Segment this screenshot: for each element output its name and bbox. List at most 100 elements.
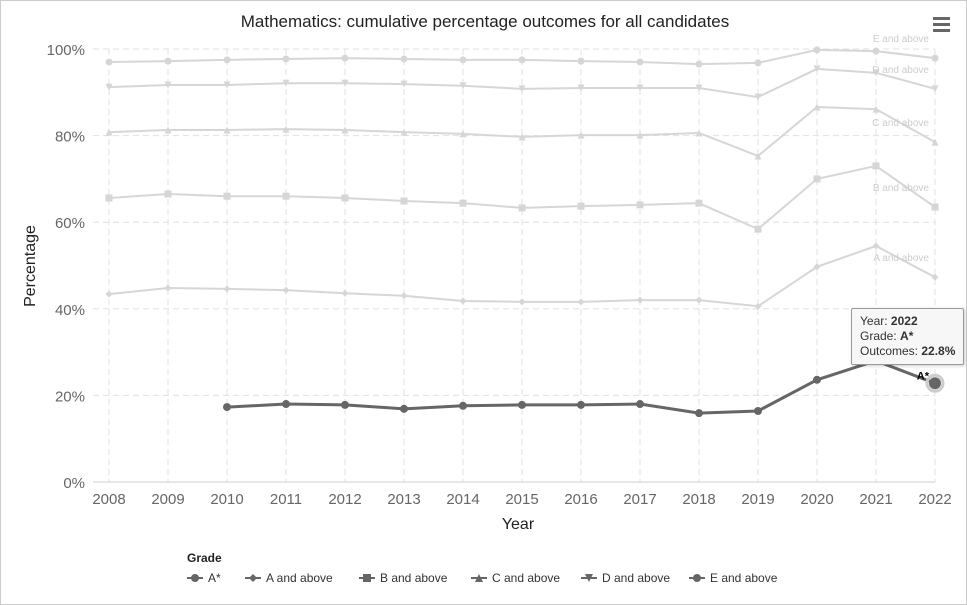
data-point <box>872 242 880 250</box>
legend-symbol-icon <box>693 574 701 582</box>
x-tick-label: 2011 <box>270 491 302 508</box>
data-point <box>695 60 703 68</box>
data-point <box>636 296 644 304</box>
data-point <box>400 197 408 205</box>
y-tick-label: 0% <box>63 475 85 492</box>
data-point <box>577 131 585 139</box>
data-point <box>341 194 349 202</box>
x-tick-label: 2017 <box>623 491 656 508</box>
tooltip: Year: 2022 Grade: A* Outcomes: 22.8% <box>851 308 965 365</box>
data-point <box>341 79 349 87</box>
y-axis-title: Percentage <box>22 225 39 307</box>
y-tick-label: 100% <box>47 42 85 59</box>
data-point <box>754 406 762 415</box>
x-tick-label: 2010 <box>210 491 243 508</box>
data-point <box>223 56 231 64</box>
data-point <box>164 57 172 65</box>
data-point <box>695 296 703 304</box>
data-point <box>754 302 762 310</box>
x-tick-label: 2022 <box>918 491 951 508</box>
data-point <box>813 175 821 183</box>
series-end-label: C and above <box>872 118 929 129</box>
legend-symbol-icon <box>249 574 257 582</box>
data-point <box>400 80 408 88</box>
data-point <box>577 400 585 409</box>
data-point <box>282 55 290 63</box>
legend-symbol-icon <box>363 574 371 582</box>
data-point <box>164 81 172 89</box>
data-point <box>872 69 880 77</box>
data-point <box>223 126 231 134</box>
data-point <box>518 85 526 93</box>
data-point <box>164 126 172 134</box>
chart-title: Mathematics: cumulative percentage outco… <box>241 12 730 31</box>
y-tick-label: 20% <box>55 388 85 405</box>
x-tick-label: 2012 <box>328 491 361 508</box>
data-point <box>931 273 939 281</box>
legend-label: A and above <box>266 571 333 585</box>
data-point <box>577 202 585 210</box>
x-tick-label: 2020 <box>800 491 833 508</box>
data-point <box>282 125 290 133</box>
y-tick-label: 40% <box>55 302 85 319</box>
x-tick-label: 2009 <box>151 491 184 508</box>
tooltip-grade-label: Grade: <box>860 329 901 343</box>
chart-menu-button[interactable] <box>933 17 950 35</box>
data-point <box>813 65 821 73</box>
data-point <box>695 84 703 92</box>
x-tick-label: 2018 <box>682 491 715 508</box>
series-end-label: E and above <box>873 34 930 45</box>
data-point <box>105 58 113 66</box>
data-point <box>518 298 526 306</box>
series-end-label: A and above <box>873 253 929 264</box>
x-axis-title: Year <box>502 516 535 533</box>
data-point <box>754 93 762 101</box>
legend-symbol-icon <box>585 574 593 582</box>
data-point <box>164 284 172 292</box>
data-point <box>577 84 585 92</box>
data-point <box>459 199 467 207</box>
data-point <box>164 190 172 198</box>
tooltip-year: 2022 <box>890 314 918 328</box>
legend-symbol-icon <box>475 574 483 582</box>
data-point <box>105 83 113 91</box>
data-point <box>931 85 939 93</box>
tooltip-grade: A* <box>900 329 914 343</box>
data-point <box>223 192 231 200</box>
data-point <box>400 128 408 136</box>
x-tick-label: 2015 <box>505 491 538 508</box>
data-point <box>577 298 585 306</box>
data-point <box>636 201 644 209</box>
data-point <box>518 56 526 64</box>
legend-title: Grade <box>187 551 222 565</box>
data-point <box>223 81 231 89</box>
data-point <box>459 401 467 410</box>
data-point <box>636 84 644 92</box>
legend-label: E and above <box>710 571 778 585</box>
tooltip-outcomes: 22.8% <box>921 344 956 358</box>
data-point <box>223 403 231 412</box>
tooltip-year-label: Year: <box>860 314 891 328</box>
data-point <box>223 285 231 293</box>
y-tick-label: 60% <box>55 215 85 232</box>
data-point <box>105 290 113 298</box>
data-point <box>695 409 703 418</box>
x-tick-label: 2014 <box>446 491 479 508</box>
data-point <box>636 131 644 139</box>
series-end-label: D and above <box>872 65 929 76</box>
hover-point <box>929 377 941 390</box>
data-point <box>282 400 290 409</box>
data-point <box>872 105 880 113</box>
data-point <box>282 79 290 87</box>
hover-halo <box>925 373 945 393</box>
data-point <box>636 400 644 409</box>
data-point <box>695 129 703 137</box>
data-point <box>754 152 762 160</box>
data-point <box>341 54 349 62</box>
data-point <box>459 56 467 64</box>
data-point <box>341 289 349 297</box>
data-point <box>813 46 821 54</box>
data-point <box>754 225 762 233</box>
data-point <box>400 292 408 300</box>
